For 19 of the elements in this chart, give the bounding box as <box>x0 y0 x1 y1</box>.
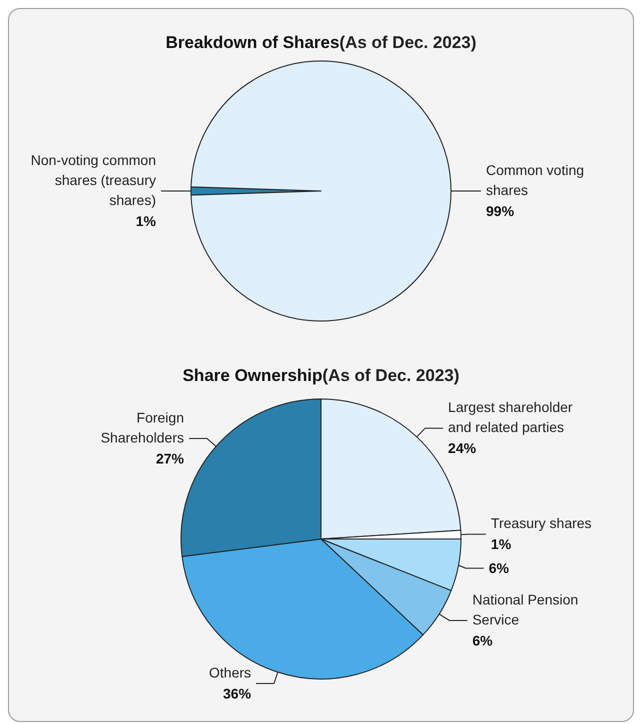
data-label: 36% <box>223 686 252 702</box>
slice-label: Largest shareholder and related parties <box>448 399 573 436</box>
data-label: 6% <box>488 560 510 576</box>
data-label: 27% <box>156 450 185 466</box>
slice-label: Others <box>209 664 252 681</box>
data-label: 1% <box>136 213 157 229</box>
data-label: 1% <box>490 536 512 552</box>
chart-subtitle: (As of Dec. 2023) <box>339 33 476 52</box>
data-label: 24% <box>448 440 477 456</box>
slice-label: Common voting shares <box>486 162 584 198</box>
data-label: 6% <box>472 632 494 648</box>
chart-subtitle: (As of Dec. 2023) <box>322 366 460 385</box>
chart-title: Share Ownership <box>182 366 322 385</box>
slice-label: Foreign Shareholders <box>100 409 184 446</box>
chart-title: Breakdown of Shares <box>166 33 340 52</box>
slice-label: Treasury shares <box>490 515 592 532</box>
slice-label: National Pension Service <box>472 591 578 628</box>
slice-label: Non-voting common shares (treasury shares) <box>30 152 156 208</box>
data-label: 99% <box>486 203 515 219</box>
